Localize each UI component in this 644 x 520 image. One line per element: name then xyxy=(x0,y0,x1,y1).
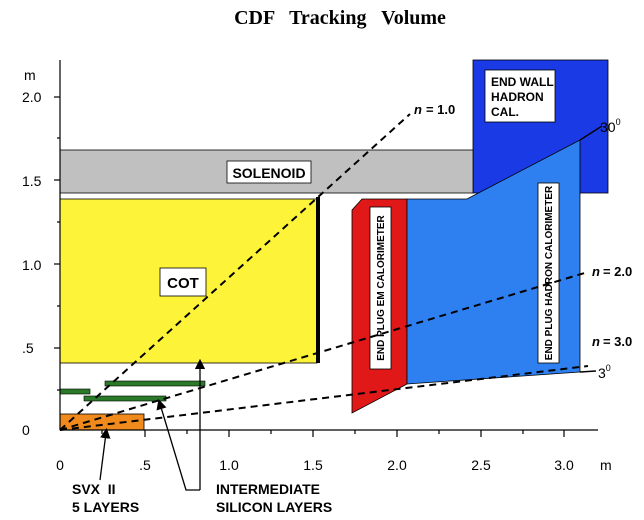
x-axis-unit: m xyxy=(600,457,612,473)
x-tick-label: 1.5 xyxy=(303,457,323,473)
y-axis xyxy=(54,60,61,430)
cot-label: COT xyxy=(159,267,207,297)
end-wall-label-line3: CAL. xyxy=(491,105,519,119)
eta-1-label: n = 1.0 xyxy=(414,102,455,117)
plug-em-label-text: END PLUG EM CALORIMETER xyxy=(376,214,387,360)
y-tick-label: .5 xyxy=(22,340,34,356)
x-tick-label: 0 xyxy=(56,457,64,473)
silicon-layer-inner xyxy=(59,388,91,395)
eta-2-line xyxy=(59,271,589,431)
x-tick-label: 2.5 xyxy=(471,457,491,473)
end-wall-label-line1: END WALL xyxy=(491,75,554,89)
y-tick-label: 1.0 xyxy=(22,257,42,273)
svx-label-line1: SVX II xyxy=(72,481,116,497)
y-tick-label: 0 xyxy=(22,422,30,438)
eta-symbol: n xyxy=(414,102,422,117)
y-tick-label: 2.0 xyxy=(22,89,42,105)
plug-hadron-label-text: END PLUG HADRON CALORIMETER xyxy=(544,185,555,360)
isl-label-line1: INTERMEDIATE xyxy=(216,481,320,497)
angle-30-value: 30 xyxy=(600,119,616,135)
angle-3-label: 30 xyxy=(598,363,611,381)
eta-symbol: n xyxy=(592,334,600,349)
degree-mark: 0 xyxy=(606,363,611,373)
eta-2-label: n = 2.0 xyxy=(592,264,632,279)
eta-3-line xyxy=(59,365,589,431)
cot-label-text: COT xyxy=(167,275,199,292)
plug-em-label: END PLUG EM CALORIMETER xyxy=(369,206,392,370)
end-plug-hadron-calorimeter xyxy=(406,139,581,385)
eta-3-value: = 3.0 xyxy=(603,334,632,349)
isl-callout-arrow-1 xyxy=(156,399,200,491)
diagram-title: CDF Tracking Volume xyxy=(234,7,446,29)
angle-30-label: 300 xyxy=(600,117,621,135)
x-axis xyxy=(60,429,598,437)
eta-1-value: = 1.0 xyxy=(426,102,455,117)
angle-3-value: 3 xyxy=(598,365,606,381)
isl-label-line2: SILICON LAYERS xyxy=(216,499,332,515)
x-tick-label: .5 xyxy=(139,457,151,473)
y-axis-unit: m xyxy=(24,67,36,83)
x-tick-label: 3.0 xyxy=(554,457,574,473)
solenoid-label-text: SOLENOID xyxy=(232,165,305,181)
angle-30-line xyxy=(579,125,603,141)
eta-2-value: = 2.0 xyxy=(603,264,632,279)
end-wall-label-line2: HADRON xyxy=(491,90,544,104)
end-wall-label: END WALL HADRON CAL. xyxy=(484,69,556,123)
x-tick-label: 1.0 xyxy=(219,457,239,473)
plug-hadron-label: END PLUG HADRON CALORIMETER xyxy=(537,182,560,364)
solenoid-label: SOLENOID xyxy=(226,160,312,184)
eta-1-line xyxy=(59,113,411,431)
x-tick-label: 2.0 xyxy=(387,457,407,473)
degree-mark: 0 xyxy=(616,117,621,127)
eta-3-label: n = 3.0 xyxy=(592,334,632,349)
y-tick-label: 1.5 xyxy=(22,173,42,189)
silicon-layer-outer xyxy=(104,380,206,387)
svx-label-line2: 5 LAYERS xyxy=(72,499,139,515)
eta-symbol: n xyxy=(592,264,600,279)
svx-callout-arrow xyxy=(99,427,111,481)
angle-3-line xyxy=(579,370,597,373)
